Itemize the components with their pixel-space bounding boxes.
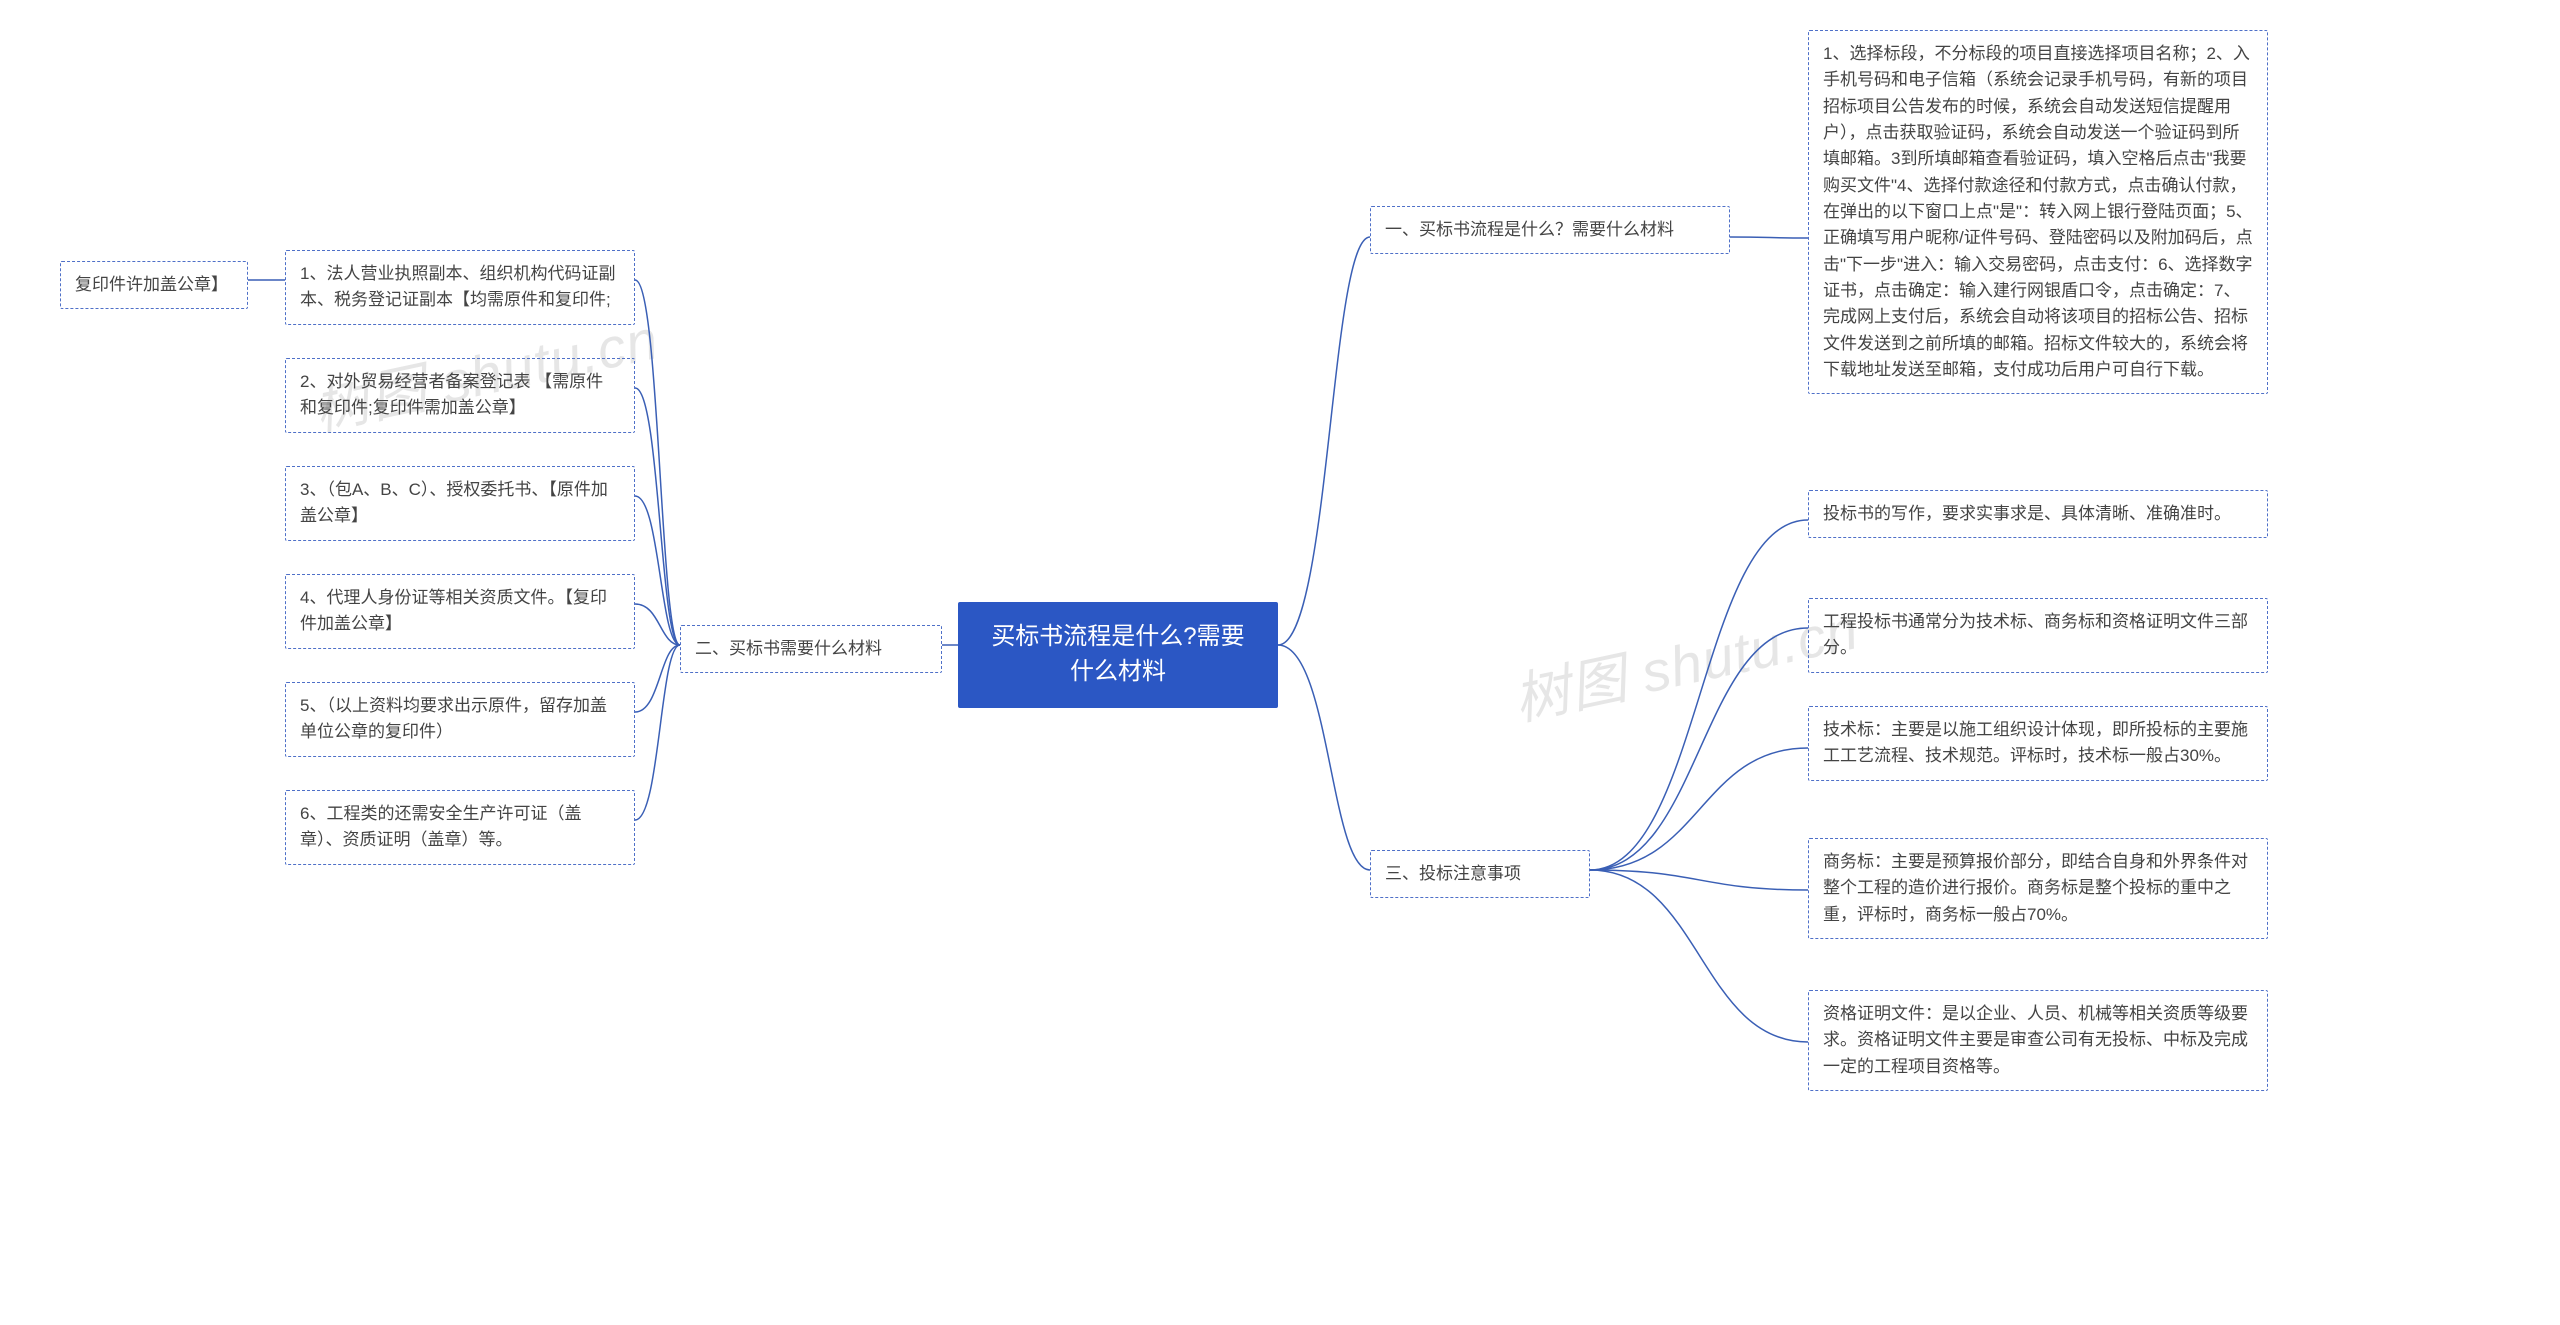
center-topic[interactable]: 买标书流程是什么?需要什么材料 — [958, 602, 1278, 708]
leaf-l2c5[interactable]: 5、（以上资料均要求出示原件，留存加盖单位公章的复印件） — [285, 682, 635, 757]
leaf-l2c6[interactable]: 6、工程类的还需安全生产许可证（盖章）、资质证明（盖章）等。 — [285, 790, 635, 865]
branch-l2[interactable]: 二、买标书需要什么材料 — [680, 625, 942, 673]
branch-r1[interactable]: 一、买标书流程是什么？需要什么材料 — [1370, 206, 1730, 254]
branch-r3[interactable]: 三、投标注意事项 — [1370, 850, 1590, 898]
leaf-l2c1[interactable]: 1、法人营业执照副本、组织机构代码证副本、税务登记证副本【均需原件和复印件; — [285, 250, 635, 325]
leaf-r3c2[interactable]: 工程投标书通常分为技术标、商务标和资格证明文件三部分。 — [1808, 598, 2268, 673]
leaf-l2c3[interactable]: 3、（包A、B、C）、授权委托书、【原件加盖公章】 — [285, 466, 635, 541]
leaf-r3c5[interactable]: 资格证明文件：是以企业、人员、机械等相关资质等级要求。资格证明文件主要是审查公司… — [1808, 990, 2268, 1091]
leaf-l2c4[interactable]: 4、代理人身份证等相关资质文件。【复印件加盖公章】 — [285, 574, 635, 649]
leaf-r3c1[interactable]: 投标书的写作，要求实事求是、具体清晰、准确准时。 — [1808, 490, 2268, 538]
leaf-l2c2[interactable]: 2、对外贸易经营者备案登记表 【需原件和复印件;复印件需加盖公章】 — [285, 358, 635, 433]
leaf-r3c4[interactable]: 商务标：主要是预算报价部分，即结合自身和外界条件对整个工程的造价进行报价。商务标… — [1808, 838, 2268, 939]
leaf-r1c1[interactable]: 1、选择标段，不分标段的项目直接选择项目名称；2、入手机号码和电子信箱（系统会记… — [1808, 30, 2268, 394]
leaf-l2c1a[interactable]: 复印件许加盖公章】 — [60, 261, 248, 309]
leaf-r3c3[interactable]: 技术标：主要是以施工组织设计体现，即所投标的主要施工工艺流程、技术规范。评标时，… — [1808, 706, 2268, 781]
